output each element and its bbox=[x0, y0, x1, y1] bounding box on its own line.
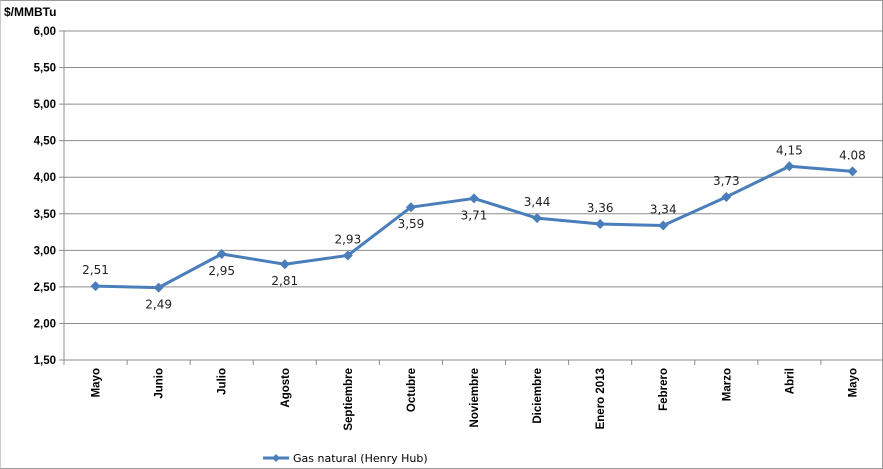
data-point-marker bbox=[153, 282, 164, 293]
data-point-marker bbox=[216, 248, 227, 259]
gridlines bbox=[64, 30, 883, 324]
data-label: 3,34 bbox=[650, 202, 677, 216]
data-point-marker bbox=[342, 250, 353, 261]
x-tick-label: Marzo bbox=[721, 368, 733, 401]
y-tick-label: 2,50 bbox=[34, 282, 56, 294]
data-label: 4.08 bbox=[839, 148, 866, 162]
x-tick-label: Junio bbox=[154, 368, 166, 399]
data-point-marker bbox=[532, 213, 543, 224]
x-tick-label: Enero 2013 bbox=[595, 368, 607, 429]
x-tick-label: Mayo bbox=[847, 368, 859, 397]
y-tick-label: 5,50 bbox=[34, 63, 56, 75]
y-axis-label: $/MMBTu bbox=[4, 5, 56, 19]
data-label: 3,36 bbox=[587, 201, 614, 215]
data-labels: 2,51 2,49 2,95 2,81 2,93 3,59 3,71 3,44 3,36 3,34… bbox=[82, 143, 866, 311]
y-tick-label: 6,00 bbox=[34, 26, 56, 38]
data-label: 3,71 bbox=[461, 208, 488, 222]
y-tick-label: 4,50 bbox=[34, 136, 56, 148]
data-point-marker bbox=[784, 161, 795, 172]
data-label: 2,51 bbox=[82, 263, 109, 277]
legend-marker bbox=[272, 454, 280, 462]
x-tick-label: Febrero bbox=[658, 368, 670, 411]
data-label: 2,81 bbox=[271, 274, 298, 288]
data-point-marker bbox=[595, 219, 606, 230]
x-tick-label: Julio bbox=[217, 368, 229, 395]
axes bbox=[59, 30, 883, 365]
data-label: 2,95 bbox=[208, 264, 235, 278]
x-tick-label: Septiembre bbox=[343, 368, 355, 431]
x-tick-labels: Mayo Junio Julio Agosto Septiembre Octubre Nov… bbox=[91, 368, 860, 431]
x-tick-label: Octubre bbox=[406, 368, 418, 412]
x-tick-label: Abril bbox=[784, 368, 796, 394]
y-tick-label: 3,00 bbox=[34, 245, 56, 257]
x-tick-label: Diciembre bbox=[532, 368, 544, 424]
data-label: 3,73 bbox=[713, 174, 740, 188]
data-label: 4,15 bbox=[776, 143, 803, 157]
legend-label: Gas natural (Henry Hub) bbox=[293, 452, 428, 465]
y-tick-label: 5,00 bbox=[34, 99, 56, 111]
data-label: 3,44 bbox=[524, 195, 551, 209]
legend[interactable]: Gas natural (Henry Hub) bbox=[263, 452, 428, 465]
x-tick-label: Mayo bbox=[91, 368, 103, 397]
data-label: 2,49 bbox=[145, 298, 172, 312]
data-point-marker bbox=[279, 259, 290, 270]
data-label: 2,93 bbox=[334, 232, 361, 246]
data-point-marker bbox=[847, 166, 858, 177]
data-point-marker bbox=[658, 220, 669, 231]
series-line bbox=[90, 161, 858, 293]
data-label: 3,59 bbox=[398, 217, 425, 231]
y-tick-label: 2,00 bbox=[34, 318, 56, 330]
y-tick-label: 1,50 bbox=[34, 355, 56, 367]
data-point-marker bbox=[469, 193, 479, 204]
data-point-marker bbox=[405, 202, 416, 213]
data-point-marker bbox=[721, 191, 732, 202]
x-tick-label: Agosto bbox=[280, 368, 292, 408]
y-tick-label: 4,00 bbox=[34, 172, 56, 184]
y-tick-label: 3,50 bbox=[34, 209, 56, 221]
data-point-marker bbox=[90, 281, 101, 292]
y-tick-labels: 1,50 2,00 2,50 3,00 3,50 4,00 4,50 5,00 5,50 6,00 bbox=[34, 26, 56, 367]
x-tick-label: Noviembre bbox=[469, 368, 481, 427]
